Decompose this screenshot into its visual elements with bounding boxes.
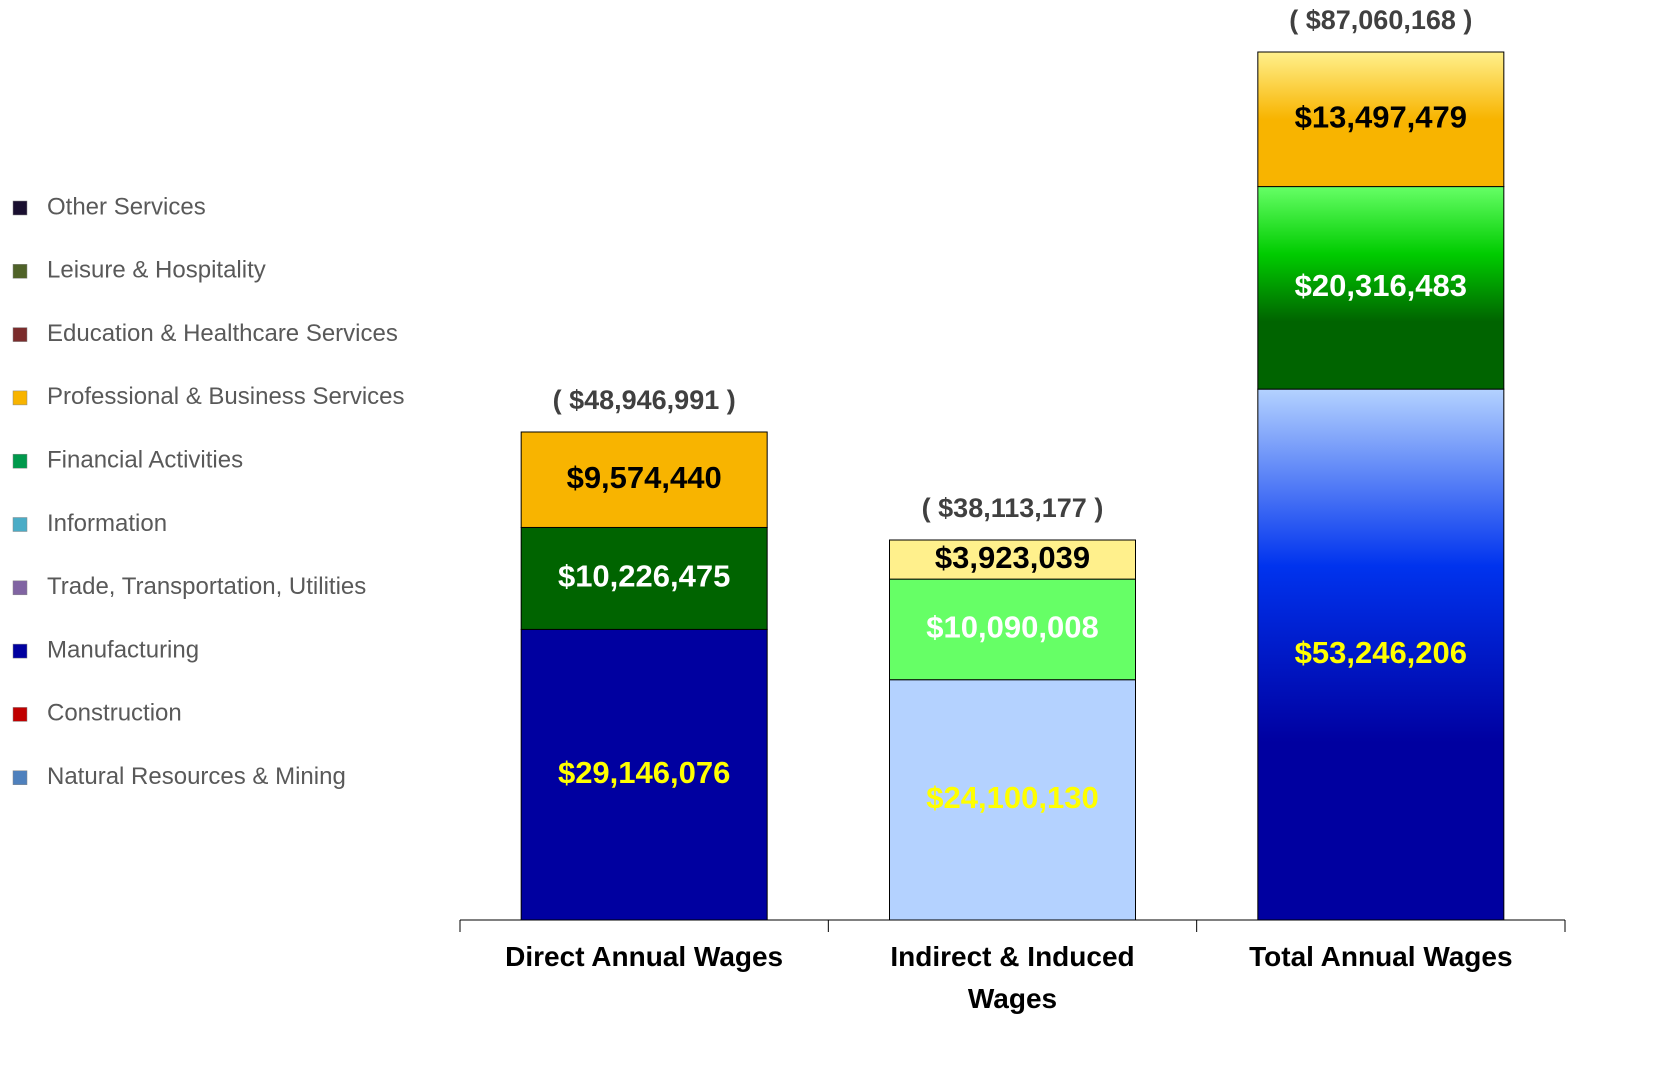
legend-label: Trade, Transportation, Utilities xyxy=(47,573,366,600)
legend-label: Education & Healthcare Services xyxy=(47,320,398,347)
data-label: $9,574,440 xyxy=(567,460,722,495)
legend-label: Natural Resources & Mining xyxy=(47,763,346,790)
x-tick-label: Direct Annual Wages xyxy=(505,941,784,972)
legend-swatch xyxy=(12,264,28,279)
bar-segment xyxy=(520,628,768,921)
bar-segment xyxy=(889,679,1136,921)
data-label: $29,146,076 xyxy=(558,755,730,790)
bar-segment xyxy=(520,431,768,528)
legend-label: Financial Activities xyxy=(47,447,243,474)
legend-label: Other Services xyxy=(47,193,206,220)
legend-label: Construction xyxy=(47,700,182,727)
legend-swatch xyxy=(12,770,28,785)
bar-segment xyxy=(1257,186,1505,390)
total-label: ( $87,060,168 ) xyxy=(1289,5,1472,35)
legend-label: Leisure & Hospitality xyxy=(47,257,266,284)
legend-swatch xyxy=(12,453,28,469)
bar-segment xyxy=(889,539,1136,580)
legend-label: Information xyxy=(47,510,167,537)
data-label: $24,100,130 xyxy=(926,780,1098,815)
bar-segment xyxy=(1257,51,1505,188)
total-label: ( $38,113,177 ) xyxy=(922,493,1104,523)
legend-swatch xyxy=(12,517,28,532)
data-label: $10,090,008 xyxy=(926,610,1098,645)
data-label: $53,246,206 xyxy=(1295,635,1467,670)
legend-swatch xyxy=(12,327,28,342)
bar-segment xyxy=(520,526,768,630)
total-label: ( $48,946,991 ) xyxy=(553,385,736,415)
legend-label: Professional & Business Services xyxy=(47,383,405,410)
legend-swatch xyxy=(12,390,28,406)
data-label: $3,923,039 xyxy=(935,540,1090,575)
x-tick-label: Total Annual Wages xyxy=(1249,941,1513,972)
legend-swatch xyxy=(12,643,28,659)
legend-swatch xyxy=(12,580,28,596)
bar-segment xyxy=(1257,388,1505,921)
legend-swatch xyxy=(12,707,28,722)
legend-swatch xyxy=(12,200,28,216)
data-label: $10,226,475 xyxy=(558,559,730,594)
x-tick-label: Indirect & Induced Wages xyxy=(890,941,1135,1014)
data-label: $13,497,479 xyxy=(1295,99,1467,134)
legend-label: Manufacturing xyxy=(47,636,199,663)
data-label: $20,316,483 xyxy=(1295,268,1467,303)
